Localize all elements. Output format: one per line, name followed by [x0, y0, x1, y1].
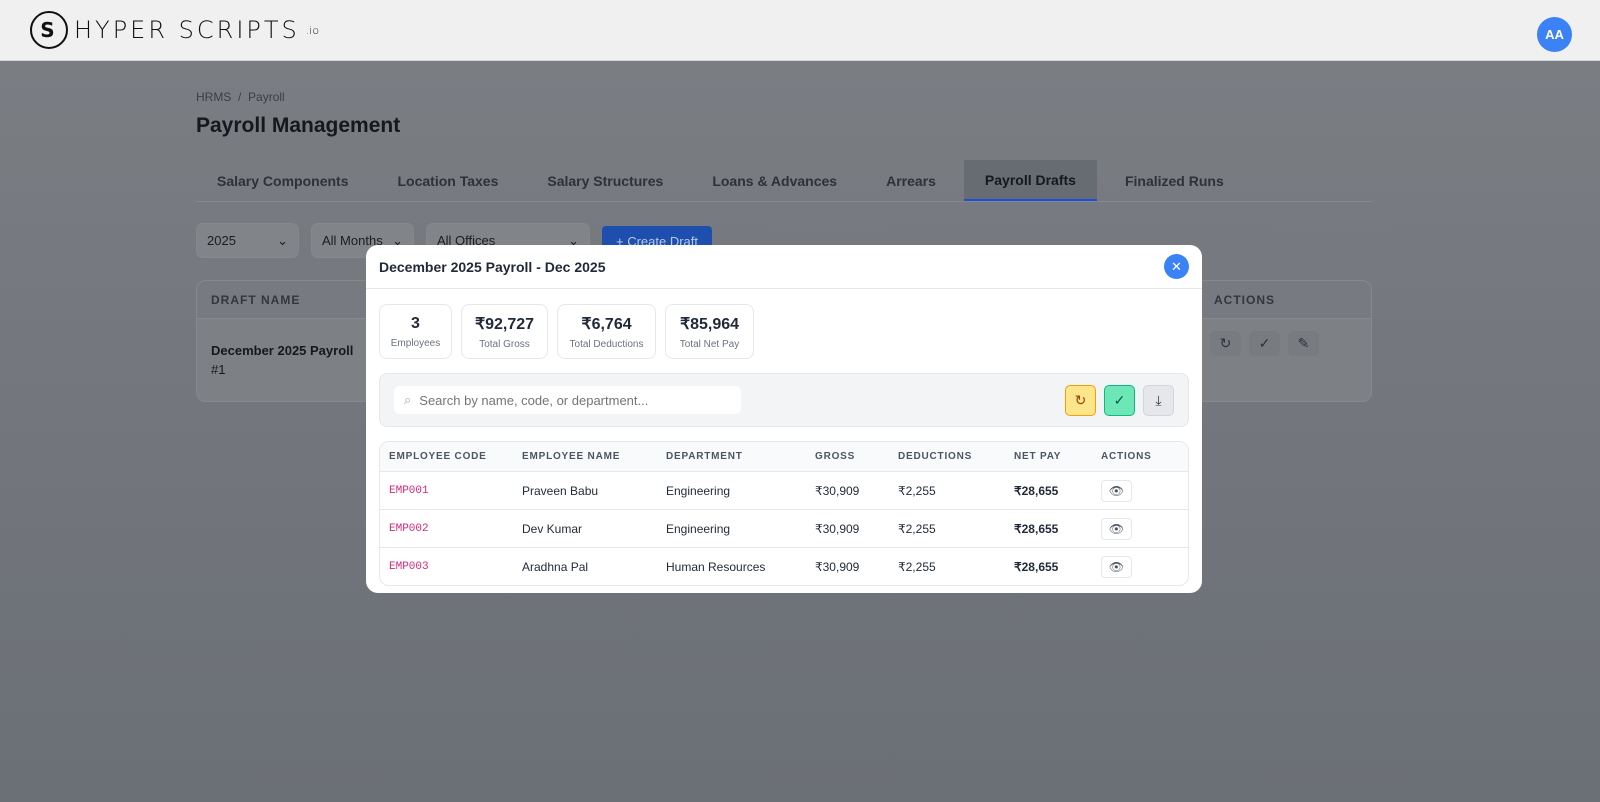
view-eye-icon[interactable]: 👁	[1101, 517, 1132, 540]
gross: ₹30,909	[815, 483, 860, 498]
net-pay: ₹28,655	[1014, 483, 1059, 498]
search-field[interactable]: ⌕	[394, 386, 741, 414]
employee-name: Praveen Babu	[522, 483, 599, 498]
employee-table: EMPLOYEE CODE EMPLOYEE NAME DEPARTMENT G…	[379, 441, 1189, 586]
net-pay: ₹28,655	[1014, 521, 1059, 536]
department: Engineering	[666, 483, 731, 498]
draft-number: #1	[211, 362, 226, 377]
summary-stats: 3 Employees ₹92,727 Total Gross ₹6,764 Tota…	[366, 289, 1202, 359]
recalculate-button[interactable]: ↻	[1065, 384, 1096, 416]
stat-value: 3	[411, 314, 420, 332]
stat-value: ₹6,764	[581, 315, 632, 333]
col-actions: ACTIONS	[1214, 292, 1275, 307]
logo-text: HYPER SCRIPTS	[74, 16, 300, 44]
stat-total-deductions: ₹6,764 Total Deductions	[557, 304, 656, 359]
col-department: DEPARTMENT	[666, 451, 743, 462]
col-deductions: DEDUCTIONS	[898, 451, 973, 462]
stat-label: Employees	[390, 337, 441, 349]
refresh-icon[interactable]: ↻	[1210, 331, 1241, 356]
draft-name: December 2025 Payroll	[211, 343, 354, 358]
office-value: All Offices	[437, 233, 496, 248]
toolbar: ⌕ ↻ ✓ ⤓	[379, 373, 1189, 427]
year-select[interactable]: 2025 ⌄	[196, 223, 299, 258]
edit-icon[interactable]: ✎	[1288, 331, 1319, 356]
filters: 2025 ⌄ All Months ⌄ All Offices ⌄ + Create …	[196, 223, 1372, 258]
col-draft-name: DRAFT NAME	[211, 292, 301, 307]
tab-arrears[interactable]: Arrears	[886, 172, 936, 189]
table-row: EMP003 Aradhna Pal Human Resources ₹30,9…	[380, 547, 1188, 585]
employee-name: Dev Kumar	[522, 521, 583, 536]
avatar[interactable]: AA	[1537, 17, 1572, 52]
breadcrumb-separator: /	[238, 90, 242, 104]
tab-payroll-drafts[interactable]: Payroll Drafts	[963, 160, 1097, 201]
view-eye-icon[interactable]: 👁	[1101, 479, 1132, 502]
breadcrumb: HRMS / Payroll	[196, 90, 1372, 104]
top-bar: S HYPER SCRIPTS .io AA	[0, 0, 1600, 61]
deductions: ₹2,255	[898, 559, 936, 574]
deductions: ₹2,255	[898, 483, 936, 498]
tab-bar: Salary Components Location Taxes Salary …	[196, 160, 1372, 202]
department: Human Resources	[666, 559, 766, 574]
stat-value: ₹85,964	[679, 315, 740, 333]
check-icon: ✓	[1113, 391, 1126, 408]
chevron-down-icon: ⌄	[277, 232, 288, 248]
check-icon[interactable]: ✓	[1249, 331, 1280, 356]
search-input[interactable]	[419, 392, 720, 408]
net-pay: ₹28,655	[1014, 559, 1059, 574]
table-row[interactable]: December 2025 Payroll #1 ↻ ✓ ✎	[197, 319, 1371, 401]
col-actions: ACTIONS	[1101, 451, 1152, 462]
download-icon: ⤓	[1155, 391, 1162, 408]
tab-loans-advances[interactable]: Loans & Advances	[712, 172, 838, 189]
tab-salary-structures[interactable]: Salary Structures	[547, 172, 664, 189]
chevron-down-icon: ⌄	[568, 232, 579, 248]
view-eye-icon[interactable]: 👁	[1101, 555, 1132, 578]
gross: ₹30,909	[815, 521, 860, 536]
logo[interactable]: S HYPER SCRIPTS .io	[30, 11, 319, 49]
table-row: EMP001 Praveen Babu Engineering ₹30,909 …	[380, 471, 1188, 509]
close-icon[interactable]: ✕	[1164, 254, 1189, 279]
modal-title: December 2025 Payroll - Dec 2025	[379, 258, 606, 275]
col-employee-code: EMPLOYEE CODE	[389, 451, 487, 462]
logo-suffix: .io	[305, 23, 320, 37]
employee-code: EMP001	[389, 484, 429, 497]
department: Engineering	[666, 521, 731, 536]
employee-code: EMP002	[389, 522, 429, 535]
year-value: 2025	[207, 233, 236, 248]
employee-name: Aradhna Pal	[522, 559, 589, 574]
stat-total-gross: ₹92,727 Total Gross	[461, 304, 548, 359]
stat-employees: 3 Employees	[379, 304, 452, 359]
breadcrumb-payroll: Payroll	[248, 90, 285, 104]
table-header: EMPLOYEE CODE EMPLOYEE NAME DEPARTMENT G…	[380, 442, 1188, 471]
refresh-icon: ↻	[1074, 391, 1087, 408]
col-employee-name: EMPLOYEE NAME	[522, 451, 621, 462]
tab-finalized-runs[interactable]: Finalized Runs	[1124, 172, 1224, 189]
stat-label: Total Net Pay	[679, 338, 740, 350]
stat-total-net-pay: ₹85,964 Total Net Pay	[665, 304, 754, 359]
breadcrumb-hrms[interactable]: HRMS	[196, 90, 232, 104]
deductions: ₹2,255	[898, 521, 936, 536]
stat-label: Total Deductions	[569, 338, 644, 350]
gross: ₹30,909	[815, 559, 860, 574]
chevron-down-icon: ⌄	[392, 232, 403, 248]
download-button[interactable]: ⤓	[1143, 384, 1174, 416]
approve-button[interactable]: ✓	[1104, 384, 1135, 416]
page-title: Payroll Management	[196, 114, 401, 137]
col-gross: GROSS	[815, 451, 856, 462]
stat-value: ₹92,727	[474, 315, 535, 333]
table-row: EMP002 Dev Kumar Engineering ₹30,909 ₹2,…	[380, 509, 1188, 547]
search-icon: ⌕	[404, 392, 412, 407]
tab-salary-components[interactable]: Salary Components	[217, 172, 349, 189]
payroll-draft-modal: December 2025 Payroll - Dec 2025 ✕ 3 Empl…	[366, 245, 1202, 593]
employee-code: EMP003	[389, 560, 429, 573]
col-net-pay: NET PAY	[1014, 451, 1062, 462]
month-value: All Months	[322, 233, 383, 248]
logo-icon: S	[30, 11, 68, 49]
stat-label: Total Gross	[479, 338, 530, 350]
tab-location-taxes[interactable]: Location Taxes	[397, 172, 499, 189]
